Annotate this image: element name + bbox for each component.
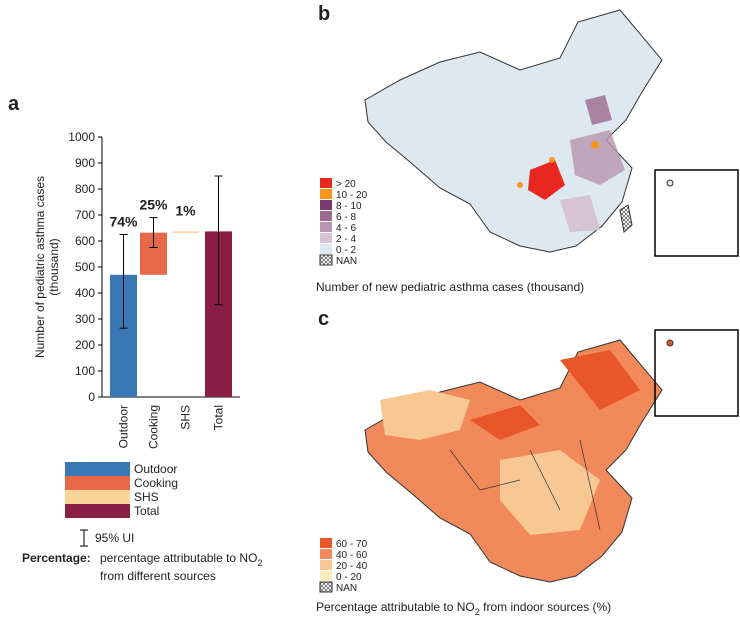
x-tick-label: SHS [179, 405, 193, 430]
y-tick-label: 0 [88, 390, 95, 404]
caption-part: Percentage attributable to NO [316, 600, 475, 614]
y-tick-label: 100 [75, 364, 95, 378]
y-tick-label: 900 [75, 156, 95, 170]
legend-label: Total [134, 504, 159, 518]
legend-label: 4 - 6 [336, 223, 356, 234]
y-tick-label: 800 [75, 182, 95, 196]
legend-swatch [320, 211, 332, 221]
bar [172, 231, 199, 233]
legend-label: Cooking [134, 476, 178, 490]
map-c [364, 329, 739, 583]
legend-swatch [65, 462, 130, 476]
map-caption: Number of new pediatric asthma cases (th… [316, 280, 584, 294]
percentage-note: percentage attributable to NO2 [100, 551, 262, 568]
legend-label: 0 - 2 [336, 245, 356, 256]
legend-label: SHS [134, 490, 159, 504]
y-tick-label: 200 [75, 338, 95, 352]
x-tick-label: Total [212, 405, 226, 430]
y-tick-label: 1000 [68, 130, 95, 144]
panel-label: a [8, 93, 20, 115]
y-tick-label: 300 [75, 312, 95, 326]
legend-swatch [65, 490, 130, 504]
legend-label: 20 - 40 [336, 561, 368, 572]
legend-swatch [320, 538, 332, 548]
legend-label: NAN [336, 583, 357, 594]
legend-swatch [320, 549, 332, 559]
legend-swatch [320, 233, 332, 243]
y-tick-label: 700 [75, 208, 95, 222]
legend-swatch [65, 476, 130, 490]
caption-part: Number of new pediatric asthma cases (th… [316, 280, 584, 294]
legend-label: Outdoor [134, 462, 177, 476]
legend-swatch [320, 222, 332, 232]
percentage-label: 25% [139, 197, 168, 213]
caption-part: 2 [475, 607, 480, 617]
legend-label: 8 - 10 [336, 201, 362, 212]
map-caption: Percentage attributable to NO2 from indo… [316, 600, 611, 617]
y-tick-label: 600 [75, 234, 95, 248]
legend-swatch [320, 244, 332, 254]
legend-label: 10 - 20 [336, 190, 368, 201]
error-bar [149, 217, 158, 248]
legend-label: > 20 [336, 179, 356, 190]
legend-label: NAN [336, 256, 357, 267]
legend-swatch [320, 560, 332, 570]
percentage-note: from different sources [100, 569, 216, 583]
legend-swatch [320, 571, 332, 581]
x-tick-label: Cooking [147, 405, 161, 449]
y-tick-label: 400 [75, 286, 95, 300]
legend-label: 2 - 4 [336, 234, 356, 245]
legend-swatch [320, 189, 332, 199]
x-tick-label: Outdoor [117, 405, 131, 448]
y-axis-label: (thousand) [47, 238, 61, 295]
legend-swatch [320, 178, 332, 188]
error-bar [119, 234, 128, 329]
map-b [364, 9, 739, 257]
note-text: percentage attributable to NO [100, 551, 257, 565]
legend-swatch [319, 581, 333, 593]
panel-label: c [318, 308, 329, 330]
error-bar [214, 175, 223, 306]
legend-label: 40 - 60 [336, 550, 368, 561]
caption-part: from indoor sources (%) [480, 600, 611, 614]
legend-swatch [65, 504, 130, 518]
y-axis-label: Number of pediatric asthma cases [33, 176, 47, 358]
legend-swatch [319, 254, 333, 266]
ui-label: 95% UI [95, 531, 134, 545]
y-tick-label: 500 [75, 260, 95, 274]
panel-label: b [318, 3, 330, 25]
percentage-title: Percentage: [22, 551, 91, 565]
percentage-label: 1% [175, 202, 196, 218]
percentage-label: 74% [109, 214, 138, 230]
legend-label: 0 - 20 [336, 572, 362, 583]
note-sub: 2 [257, 558, 262, 568]
legend-label: 6 - 8 [336, 212, 356, 223]
ui-icon [80, 529, 88, 547]
legend-swatch [320, 200, 332, 210]
legend-label: 60 - 70 [336, 539, 368, 550]
